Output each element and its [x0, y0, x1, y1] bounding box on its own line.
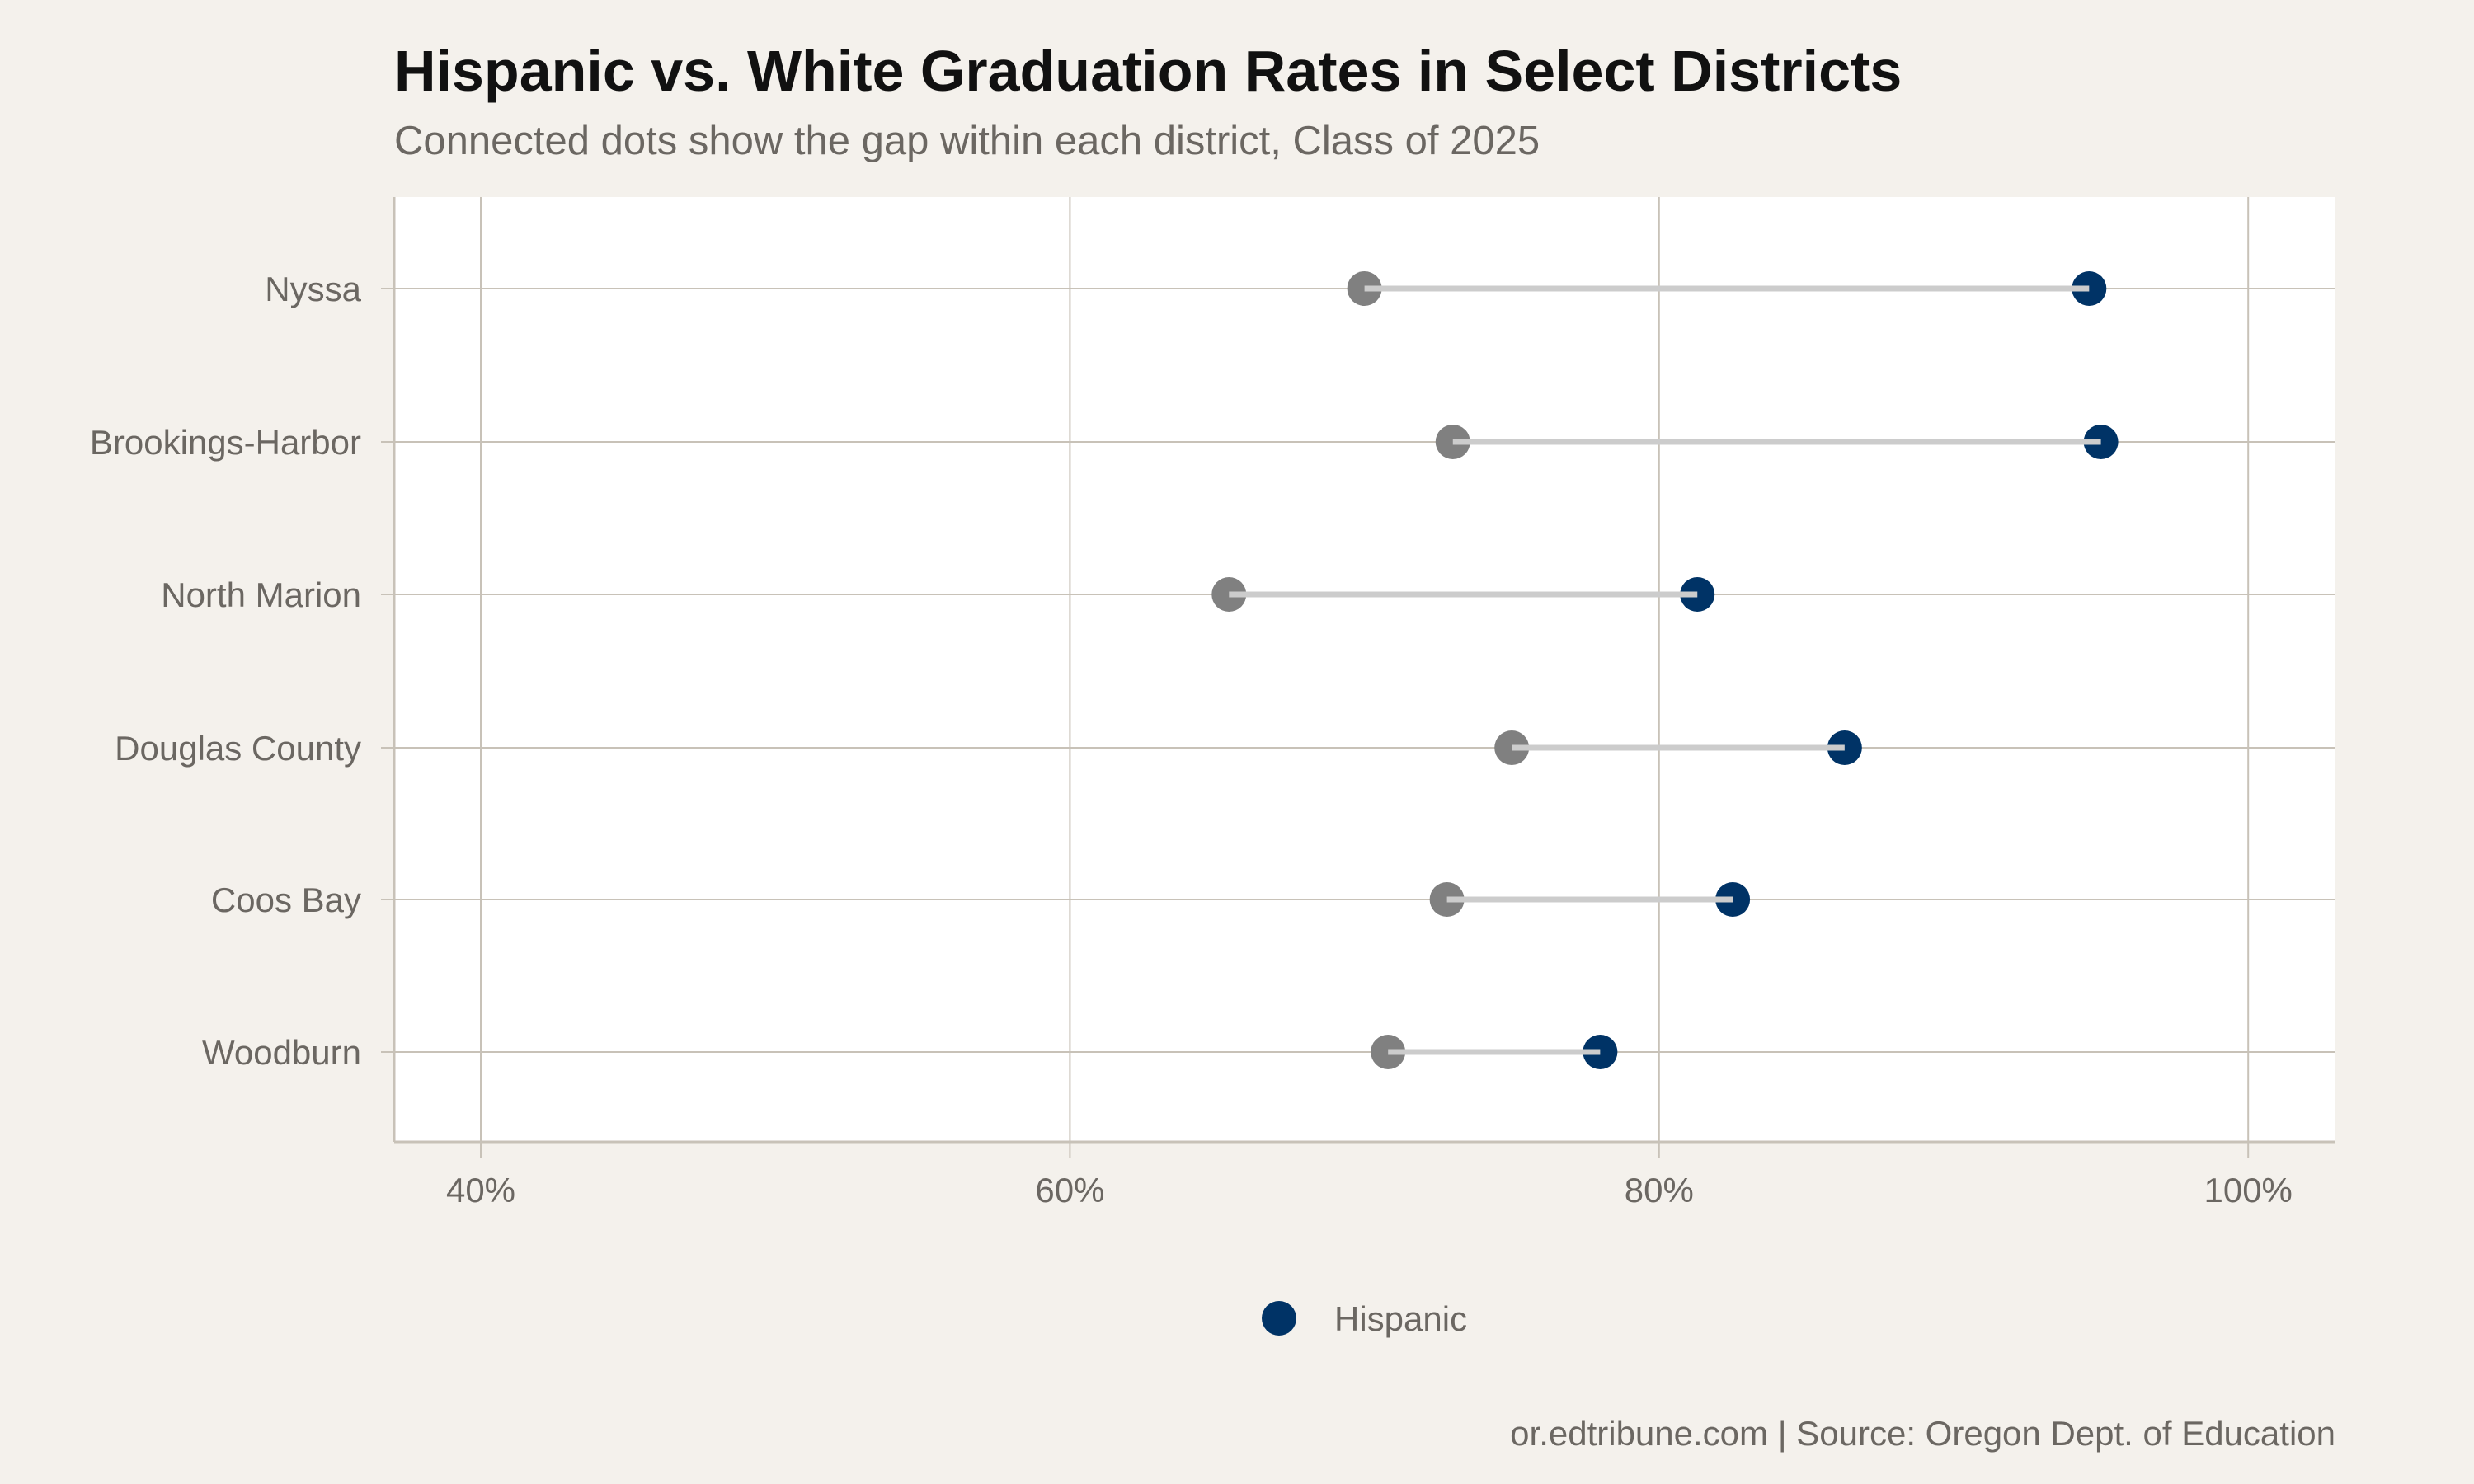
chart-subtitle: Connected dots show the gap within each …: [394, 119, 1540, 163]
legend: Hispanic: [1262, 1299, 1467, 1338]
legend-label-hispanic: Hispanic: [1334, 1299, 1467, 1338]
x-tick-label: 60%: [1035, 1171, 1104, 1209]
category-label: North Marion: [161, 575, 361, 614]
category-label: Brookings-Harbor: [90, 423, 361, 462]
chart-title: Hispanic vs. White Graduation Rates in S…: [394, 39, 1903, 103]
legend-marker-hispanic: [1262, 1301, 1296, 1336]
category-label: Woodburn: [202, 1033, 361, 1072]
x-tick-label: 40%: [446, 1171, 515, 1209]
plot-panel: [394, 197, 2335, 1142]
chart-caption: or.edtribune.com | Source: Oregon Dept. …: [1510, 1414, 2335, 1453]
x-tick-label: 100%: [2204, 1171, 2292, 1209]
x-tick-label: 80%: [1625, 1171, 1694, 1209]
category-label: Coos Bay: [211, 881, 361, 919]
category-label: Nyssa: [265, 270, 361, 308]
category-label: Douglas County: [115, 729, 361, 768]
